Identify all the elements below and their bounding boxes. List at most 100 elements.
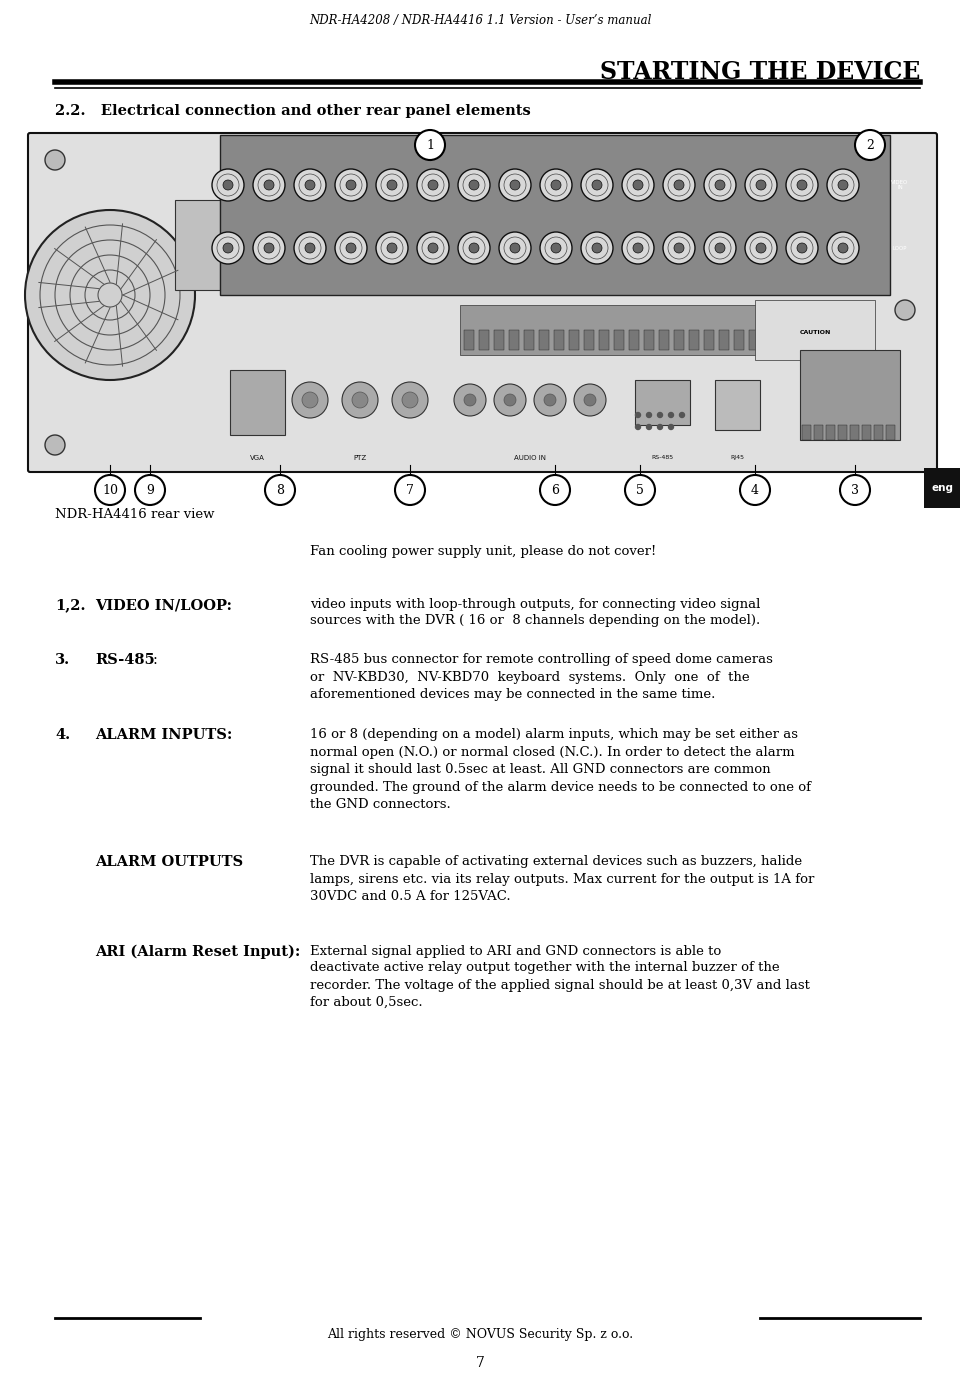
Bar (584, 330, 594, 351)
Circle shape (469, 243, 479, 253)
Circle shape (458, 232, 490, 264)
Circle shape (827, 232, 859, 264)
Circle shape (292, 382, 328, 418)
Circle shape (756, 180, 766, 190)
Circle shape (540, 169, 572, 201)
Circle shape (544, 395, 556, 406)
Circle shape (45, 150, 65, 170)
Circle shape (395, 474, 425, 505)
Circle shape (346, 243, 356, 253)
Bar (850, 425, 859, 440)
Circle shape (264, 180, 274, 190)
Text: 4.: 4. (55, 727, 70, 742)
Bar (629, 330, 639, 351)
Circle shape (786, 232, 818, 264)
Circle shape (499, 232, 531, 264)
Circle shape (584, 395, 596, 406)
Bar (494, 330, 504, 351)
Circle shape (458, 169, 490, 201)
Text: The DVR is capable of activating external devices such as buzzers, halide
lamps,: The DVR is capable of activating externa… (310, 855, 814, 903)
Circle shape (551, 180, 561, 190)
Bar (635, 380, 690, 425)
Bar (644, 330, 654, 351)
Text: sources with the DVR ( 16 or  8 channels depending on the model).: sources with the DVR ( 16 or 8 channels … (310, 615, 760, 627)
Circle shape (534, 384, 566, 417)
Text: RS-485: RS-485 (95, 653, 155, 667)
Bar (509, 330, 519, 351)
Circle shape (551, 243, 561, 253)
Text: 3: 3 (851, 484, 859, 496)
Text: deactivate active relay output together with the internal buzzer of the
recorder: deactivate active relay output together … (310, 961, 810, 1009)
Circle shape (264, 243, 274, 253)
Text: 2: 2 (866, 139, 874, 151)
Circle shape (428, 180, 438, 190)
Circle shape (510, 180, 520, 190)
Circle shape (625, 474, 655, 505)
Circle shape (294, 232, 326, 264)
Bar (674, 330, 684, 351)
Bar (704, 330, 714, 351)
Circle shape (454, 384, 486, 417)
Text: 1: 1 (426, 139, 434, 151)
Text: ALARM OUTPUTS: ALARM OUTPUTS (95, 855, 243, 869)
Circle shape (838, 243, 848, 253)
Circle shape (25, 210, 195, 380)
Circle shape (622, 232, 654, 264)
Text: RJ45: RJ45 (730, 455, 744, 461)
Bar (755, 300, 875, 360)
Circle shape (305, 243, 315, 253)
Circle shape (253, 169, 285, 201)
Circle shape (704, 232, 736, 264)
Bar (554, 330, 564, 351)
Circle shape (417, 169, 449, 201)
Circle shape (392, 382, 428, 418)
Circle shape (581, 232, 613, 264)
Circle shape (740, 474, 770, 505)
Text: 8: 8 (276, 484, 284, 496)
Text: LOOP: LOOP (893, 246, 907, 250)
Circle shape (335, 232, 367, 264)
Text: :: : (152, 653, 156, 667)
Circle shape (745, 169, 777, 201)
FancyBboxPatch shape (924, 468, 960, 507)
Circle shape (540, 232, 572, 264)
Bar (715, 380, 760, 430)
Bar (569, 330, 579, 351)
Circle shape (668, 412, 674, 418)
Bar (719, 330, 729, 351)
Circle shape (633, 243, 643, 253)
Circle shape (417, 232, 449, 264)
Circle shape (352, 392, 368, 408)
Circle shape (504, 395, 516, 406)
Text: 4: 4 (751, 484, 759, 496)
Bar (689, 330, 699, 351)
Text: VIDEO
IN: VIDEO IN (892, 180, 908, 190)
Text: 2.2.   Electrical connection and other rear panel elements: 2.2. Electrical connection and other rea… (55, 104, 531, 118)
Circle shape (265, 474, 295, 505)
Text: 7: 7 (406, 484, 414, 496)
Circle shape (223, 243, 233, 253)
Circle shape (346, 180, 356, 190)
Text: VIDEO IN/LOOP:: VIDEO IN/LOOP: (95, 598, 232, 612)
Circle shape (464, 395, 476, 406)
Circle shape (212, 232, 244, 264)
Bar (749, 330, 759, 351)
Circle shape (45, 434, 65, 455)
Circle shape (668, 425, 674, 429)
Bar (886, 425, 895, 440)
Bar (460, 305, 780, 355)
Circle shape (387, 180, 397, 190)
Circle shape (376, 232, 408, 264)
Circle shape (622, 169, 654, 201)
Circle shape (135, 474, 165, 505)
Text: RS-485: RS-485 (651, 455, 673, 461)
Circle shape (663, 169, 695, 201)
Bar (802, 425, 811, 440)
Circle shape (855, 131, 885, 160)
Text: 6: 6 (551, 484, 559, 496)
Bar (838, 425, 847, 440)
Circle shape (658, 412, 662, 418)
Circle shape (305, 180, 315, 190)
Text: RS-485 bus connector for remote controlling of speed dome cameras
or  NV-KBD30, : RS-485 bus connector for remote controll… (310, 653, 773, 701)
Circle shape (494, 384, 526, 417)
